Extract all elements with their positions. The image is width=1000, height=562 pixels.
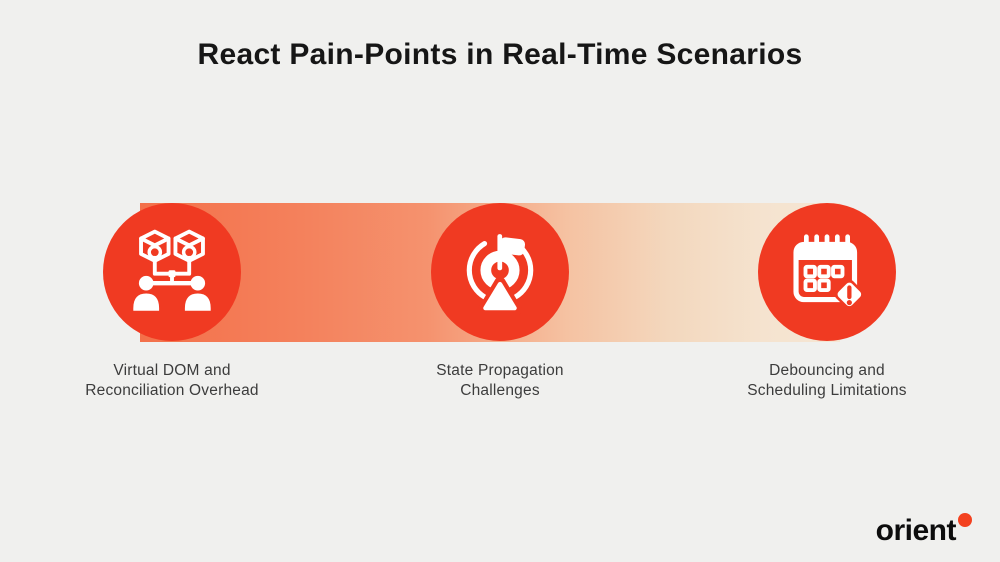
pain-point-label-virtual-dom: Virtual DOM and Reconciliation Overhead xyxy=(32,361,312,400)
label-line: Challenges xyxy=(460,381,540,399)
label-line: Debouncing and xyxy=(769,362,885,379)
label-line: Virtual DOM and xyxy=(113,362,231,379)
pain-point-circle-state-propagation xyxy=(431,203,569,341)
logo-text: orient xyxy=(875,514,957,547)
label-line: State Propagation xyxy=(436,362,564,379)
pain-point-circle-virtual-dom xyxy=(103,203,241,341)
pain-point-label-state-propagation: State Propagation Challenges xyxy=(360,361,640,400)
label-line: Scheduling Limitations xyxy=(747,381,907,399)
pain-point-circle-debouncing xyxy=(758,203,896,341)
brand-logo: orient xyxy=(875,513,972,547)
label-line: Reconciliation Overhead xyxy=(85,381,259,399)
page-title: React Pain-Points in Real-Time Scenarios xyxy=(197,38,803,71)
pain-point-label-debouncing: Debouncing and Scheduling Limitations xyxy=(687,361,967,400)
calendar-warning-icon xyxy=(793,234,865,310)
state-target-flag-icon xyxy=(466,234,534,315)
virtual-dom-nodes-icon xyxy=(133,229,211,311)
logo-dot-icon xyxy=(958,513,972,527)
